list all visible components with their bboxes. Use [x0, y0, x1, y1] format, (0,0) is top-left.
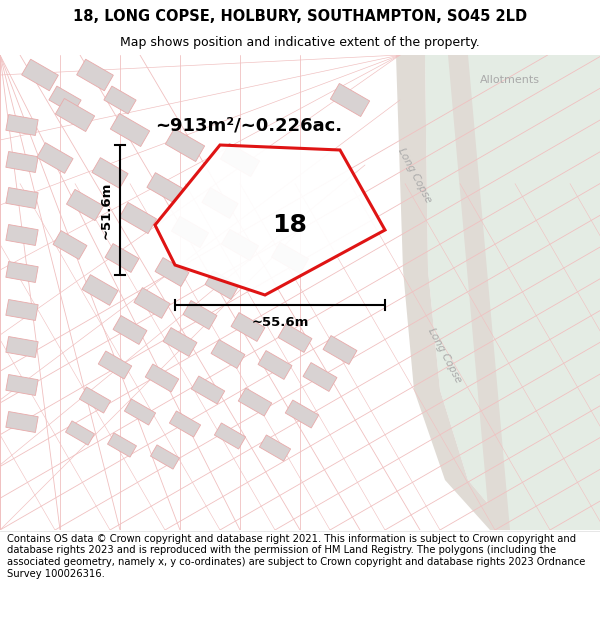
- Polygon shape: [151, 445, 179, 469]
- Polygon shape: [238, 388, 272, 416]
- Polygon shape: [79, 387, 110, 413]
- Polygon shape: [124, 399, 155, 425]
- Polygon shape: [55, 99, 95, 131]
- Polygon shape: [134, 288, 170, 318]
- Polygon shape: [258, 351, 292, 379]
- Polygon shape: [6, 151, 38, 173]
- Polygon shape: [205, 271, 239, 299]
- Polygon shape: [448, 55, 510, 530]
- Polygon shape: [6, 224, 38, 246]
- Polygon shape: [375, 55, 510, 530]
- Polygon shape: [92, 158, 128, 188]
- Polygon shape: [37, 142, 73, 173]
- Polygon shape: [278, 324, 312, 352]
- Polygon shape: [285, 400, 319, 428]
- Polygon shape: [6, 411, 38, 432]
- Polygon shape: [183, 301, 217, 329]
- Text: Allotments: Allotments: [480, 75, 540, 85]
- Polygon shape: [202, 188, 238, 218]
- Polygon shape: [323, 336, 357, 364]
- Polygon shape: [191, 376, 225, 404]
- Polygon shape: [77, 59, 113, 91]
- Polygon shape: [172, 216, 209, 248]
- Polygon shape: [259, 435, 290, 461]
- Polygon shape: [6, 374, 38, 396]
- Text: ~51.6m: ~51.6m: [100, 181, 113, 239]
- Polygon shape: [110, 114, 149, 146]
- Polygon shape: [220, 144, 260, 176]
- Polygon shape: [231, 312, 265, 341]
- Text: Long Copse: Long Copse: [397, 146, 434, 204]
- Polygon shape: [155, 145, 385, 295]
- Polygon shape: [6, 261, 38, 282]
- Polygon shape: [6, 336, 38, 357]
- Polygon shape: [155, 258, 189, 286]
- Polygon shape: [6, 188, 38, 209]
- Polygon shape: [6, 114, 38, 136]
- Polygon shape: [145, 364, 179, 392]
- Polygon shape: [211, 339, 245, 368]
- Text: 18, LONG COPSE, HOLBURY, SOUTHAMPTON, SO45 2LD: 18, LONG COPSE, HOLBURY, SOUTHAMPTON, SO…: [73, 9, 527, 24]
- Polygon shape: [107, 433, 137, 457]
- Text: Contains OS data © Crown copyright and database right 2021. This information is : Contains OS data © Crown copyright and d…: [7, 534, 586, 579]
- Polygon shape: [104, 86, 136, 114]
- Polygon shape: [65, 421, 95, 445]
- Polygon shape: [119, 202, 157, 234]
- Polygon shape: [22, 59, 58, 91]
- Polygon shape: [214, 423, 245, 449]
- Polygon shape: [163, 328, 197, 356]
- Text: Map shows position and indicative extent of the property.: Map shows position and indicative extent…: [120, 36, 480, 49]
- Polygon shape: [6, 299, 38, 321]
- Polygon shape: [166, 129, 205, 161]
- Polygon shape: [147, 173, 183, 203]
- Polygon shape: [303, 362, 337, 391]
- Polygon shape: [82, 274, 118, 306]
- Polygon shape: [67, 189, 104, 221]
- Polygon shape: [113, 316, 147, 344]
- Polygon shape: [105, 244, 139, 272]
- Polygon shape: [425, 55, 600, 530]
- Polygon shape: [49, 86, 81, 114]
- Polygon shape: [271, 242, 308, 274]
- Text: ~913m²/~0.226ac.: ~913m²/~0.226ac.: [155, 116, 342, 134]
- Polygon shape: [221, 229, 259, 261]
- Text: 18: 18: [272, 213, 307, 237]
- Polygon shape: [169, 411, 200, 437]
- Polygon shape: [98, 351, 132, 379]
- Polygon shape: [331, 84, 370, 116]
- Text: ~55.6m: ~55.6m: [251, 316, 308, 329]
- Text: Long Copse: Long Copse: [427, 326, 464, 384]
- Polygon shape: [53, 231, 87, 259]
